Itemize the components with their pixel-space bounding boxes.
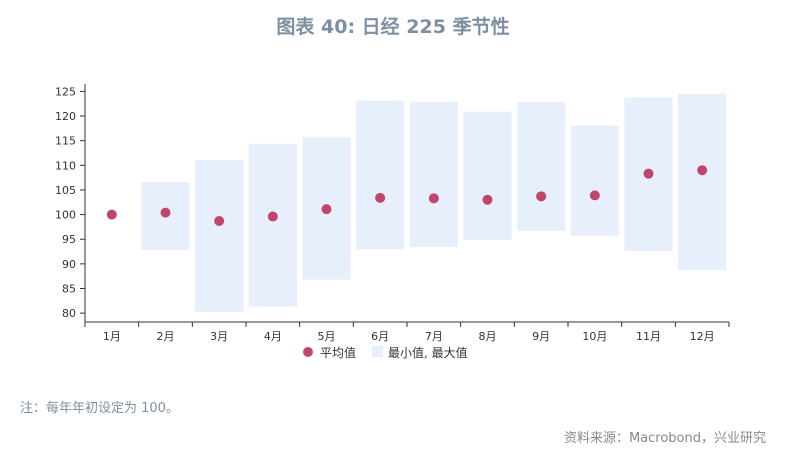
- y-tick-label: 110: [55, 159, 76, 172]
- y-tick-label: 125: [55, 85, 76, 98]
- range-bars: [141, 93, 727, 312]
- x-tick-label: 4月: [264, 330, 282, 343]
- chart-title: 图表 40: 日经 225 季节性: [276, 16, 510, 38]
- range-bar-9: [517, 101, 566, 231]
- chart-source: 资料来源：Macrobond，兴业研究: [563, 431, 766, 446]
- mean-dots: [106, 165, 708, 226]
- chart-note: 注：每年年初设定为 100。: [20, 401, 179, 416]
- x-tick-label: 11月: [636, 330, 661, 343]
- mean-dot-4: [267, 211, 278, 222]
- mean-dot-7: [428, 193, 439, 204]
- legend-label-mean: 平均值: [320, 345, 356, 360]
- mean-dot-10: [589, 190, 600, 201]
- y-tick-label: 115: [55, 135, 76, 148]
- mean-dot-2: [160, 207, 171, 218]
- legend-swatch-mean: [303, 347, 313, 357]
- mean-dot-6: [375, 192, 386, 203]
- y-tick-label: 85: [62, 282, 76, 295]
- mean-dot-11: [643, 168, 654, 179]
- range-bar-12: [678, 93, 727, 271]
- mean-dot-5: [321, 204, 332, 215]
- x-tick-label: 2月: [157, 330, 175, 343]
- x-tick-label: 1月: [103, 330, 121, 343]
- y-tick-label: 90: [62, 258, 76, 271]
- mean-dot-8: [482, 194, 493, 205]
- mean-dot-3: [214, 215, 225, 226]
- mean-dot-1: [106, 209, 117, 220]
- x-tick-label: 7月: [425, 330, 443, 343]
- range-bar-6: [356, 100, 405, 250]
- mean-dot-12: [697, 165, 708, 176]
- legend-swatch-range: [372, 346, 383, 357]
- legend: 平均值 最小值, 最大值: [303, 345, 468, 360]
- range-bar-7: [409, 101, 458, 248]
- legend-label-range: 最小值, 最大值: [388, 345, 468, 360]
- mean-dot-9: [536, 191, 547, 202]
- range-bar-4: [248, 143, 297, 307]
- range-bar-10: [570, 125, 619, 236]
- x-tick-label: 8月: [479, 330, 497, 343]
- y-ticks: 80 85 90 95 100 105 110 115 120 125: [55, 85, 85, 320]
- x-tick-label: 5月: [318, 330, 336, 343]
- x-tick-label: 10月: [582, 330, 607, 343]
- x-ticks: 1月 2月 3月 4月 5月 6月 7月 8月 9月 10月 11月 12月: [84, 322, 730, 343]
- x-tick-label: 9月: [532, 330, 550, 343]
- y-tick-label: 120: [55, 110, 76, 123]
- y-tick-label: 105: [55, 184, 76, 197]
- y-tick-label: 95: [62, 233, 76, 246]
- x-tick-label: 6月: [371, 330, 389, 343]
- range-bar-8: [463, 111, 512, 240]
- x-tick-label: 3月: [210, 330, 228, 343]
- y-tick-label: 80: [62, 307, 76, 320]
- y-tick-label: 100: [55, 209, 76, 222]
- x-tick-label: 12月: [690, 330, 715, 343]
- range-bar-3: [195, 159, 244, 312]
